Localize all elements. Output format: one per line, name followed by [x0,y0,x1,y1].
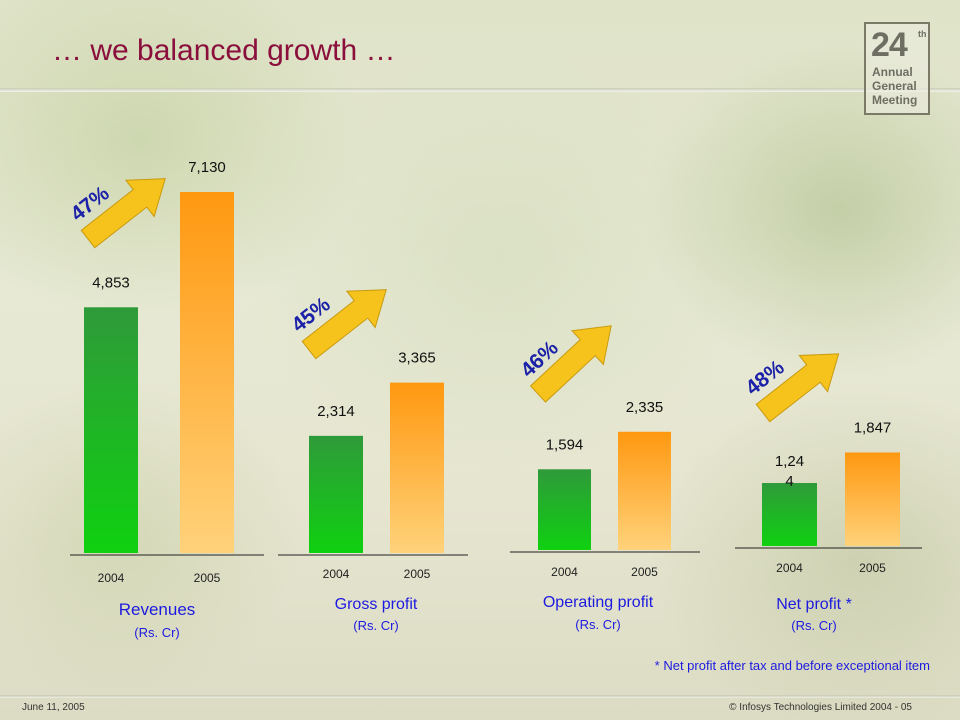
title-divider [0,88,960,92]
logo-line-annual: Annual [872,65,913,79]
growth-arrow [529,325,612,403]
category-label: 2004 [776,561,803,575]
agm-logo: 24 th Annual General Meeting [864,22,930,115]
logo-line-general: General [872,79,917,93]
footer-date: June 11, 2005 [22,702,85,713]
growth-arrow [755,353,840,423]
metric-title: Net profit * [776,596,852,613]
metric-unit: (Rs. Cr) [353,618,399,633]
category-label: 2004 [98,571,125,585]
metric-unit: (Rs. Cr) [791,618,837,633]
value-label-line: 4 [785,473,793,490]
bar-2005 [180,192,234,553]
value-label: 1,24 4 [775,453,804,490]
category-label: 2005 [631,565,658,579]
footer-copyright: © Infosys Technologies Limited 2004 - 05 [729,702,912,713]
bar-2004 [84,307,138,553]
footnote: * Net profit after tax and before except… [654,658,930,673]
bar-2005 [390,382,444,553]
metric-title: Revenues [119,600,196,619]
bar-2004 [762,483,817,546]
category-label: 2005 [404,567,431,581]
category-label: 2004 [323,567,350,581]
footer-divider [0,695,960,698]
bar-2005 [618,431,671,550]
value-label: 4,853 [92,274,130,291]
metric-unit: (Rs. Cr) [134,625,180,640]
logo-line-meeting: Meeting [872,93,918,107]
metric-title: Gross profit [335,596,418,613]
metric-unit: (Rs. Cr) [575,617,621,632]
value-label: 2,335 [626,399,664,416]
bar-2005 [845,452,900,546]
bar-2004 [309,435,363,553]
growth-arrow [80,178,166,249]
bar-2004 [538,469,591,550]
growth-arrow [301,289,387,360]
logo-number: 24 [871,26,908,64]
value-label: 1,594 [546,436,584,453]
category-label: 2005 [194,571,221,585]
value-label: 7,130 [188,159,226,176]
slide-title: … we balanced growth … [52,34,396,67]
category-label: 2005 [859,561,886,575]
value-label: 1,847 [854,419,892,436]
value-label-line: 1,24 [775,453,804,470]
value-label: 2,314 [317,403,355,420]
logo-superscript: th [918,29,927,39]
value-label: 3,365 [398,350,436,367]
category-label: 2004 [551,565,578,579]
metric-title: Operating profit [543,594,654,611]
